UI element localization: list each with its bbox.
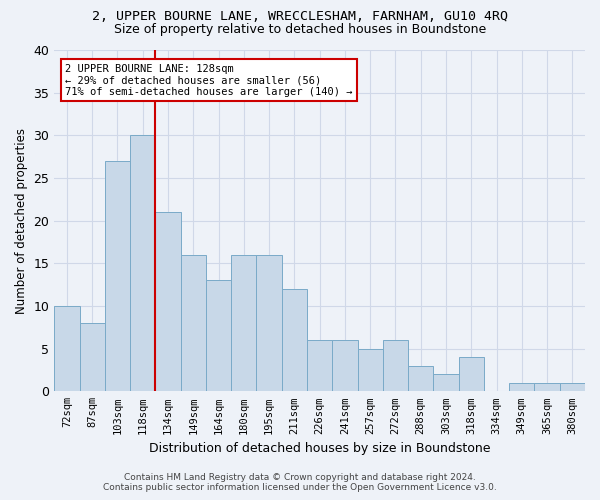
Bar bbox=[358, 348, 383, 392]
Bar bbox=[206, 280, 231, 392]
Bar bbox=[155, 212, 181, 392]
Bar bbox=[231, 255, 256, 392]
Bar bbox=[54, 306, 80, 392]
Bar bbox=[332, 340, 358, 392]
Bar bbox=[458, 357, 484, 392]
Bar bbox=[130, 136, 155, 392]
Bar bbox=[535, 383, 560, 392]
Bar bbox=[256, 255, 282, 392]
Bar bbox=[560, 383, 585, 392]
Bar bbox=[307, 340, 332, 392]
Text: Contains HM Land Registry data © Crown copyright and database right 2024.
Contai: Contains HM Land Registry data © Crown c… bbox=[103, 473, 497, 492]
X-axis label: Distribution of detached houses by size in Boundstone: Distribution of detached houses by size … bbox=[149, 442, 490, 455]
Bar bbox=[408, 366, 433, 392]
Bar bbox=[105, 161, 130, 392]
Text: 2, UPPER BOURNE LANE, WRECCLESHAM, FARNHAM, GU10 4RQ: 2, UPPER BOURNE LANE, WRECCLESHAM, FARNH… bbox=[92, 10, 508, 23]
Bar bbox=[181, 255, 206, 392]
Bar bbox=[282, 289, 307, 392]
Bar bbox=[433, 374, 458, 392]
Text: Size of property relative to detached houses in Boundstone: Size of property relative to detached ho… bbox=[114, 22, 486, 36]
Bar bbox=[509, 383, 535, 392]
Y-axis label: Number of detached properties: Number of detached properties bbox=[15, 128, 28, 314]
Bar bbox=[80, 323, 105, 392]
Text: 2 UPPER BOURNE LANE: 128sqm
← 29% of detached houses are smaller (56)
71% of sem: 2 UPPER BOURNE LANE: 128sqm ← 29% of det… bbox=[65, 64, 352, 97]
Bar bbox=[383, 340, 408, 392]
